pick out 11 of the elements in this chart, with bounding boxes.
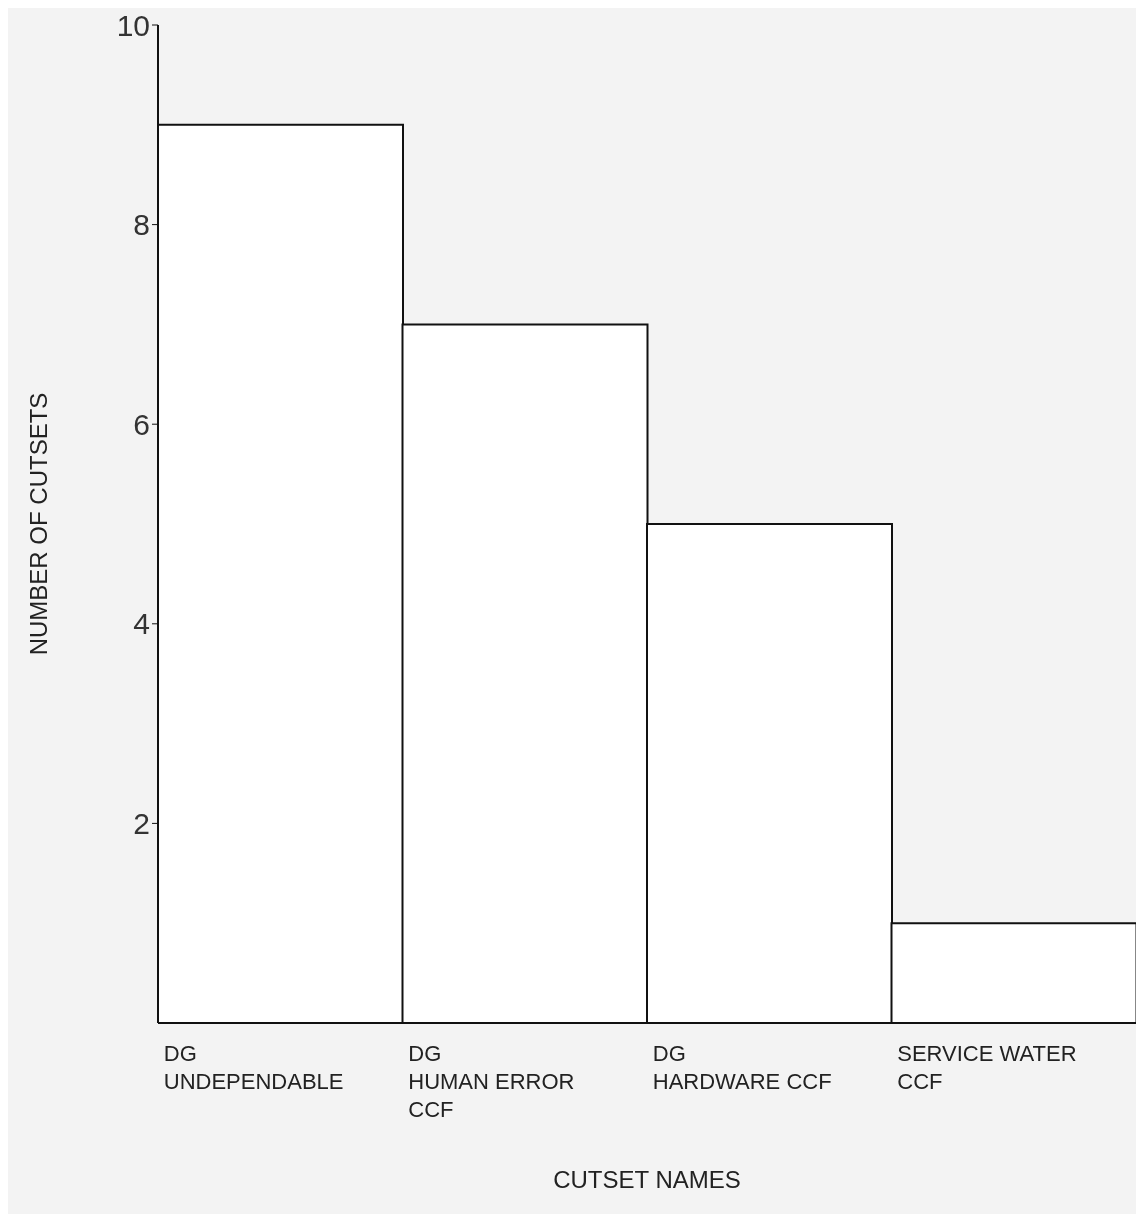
x-tick-label: DG HARDWARE CCF — [652, 1041, 832, 1094]
y-tick-label: 2 — [133, 807, 150, 841]
y-tick-label: 10 — [116, 8, 150, 42]
x-tick-label: DG HUMAN ERROR CCF — [408, 1041, 575, 1122]
y-axis-title: NUMBER OF CUTSETS — [24, 392, 52, 656]
y-tick-label: 6 — [133, 407, 150, 441]
x-tick-label: DG UNDEPENDABLE — [163, 1041, 344, 1094]
y-tick-label: 8 — [133, 208, 150, 242]
x-axis-title: CUTSET NAMES — [553, 1166, 741, 1193]
x-tick-label: SERVICE WATER CCF — [897, 1041, 1077, 1094]
y-tick-label: 4 — [133, 607, 150, 641]
